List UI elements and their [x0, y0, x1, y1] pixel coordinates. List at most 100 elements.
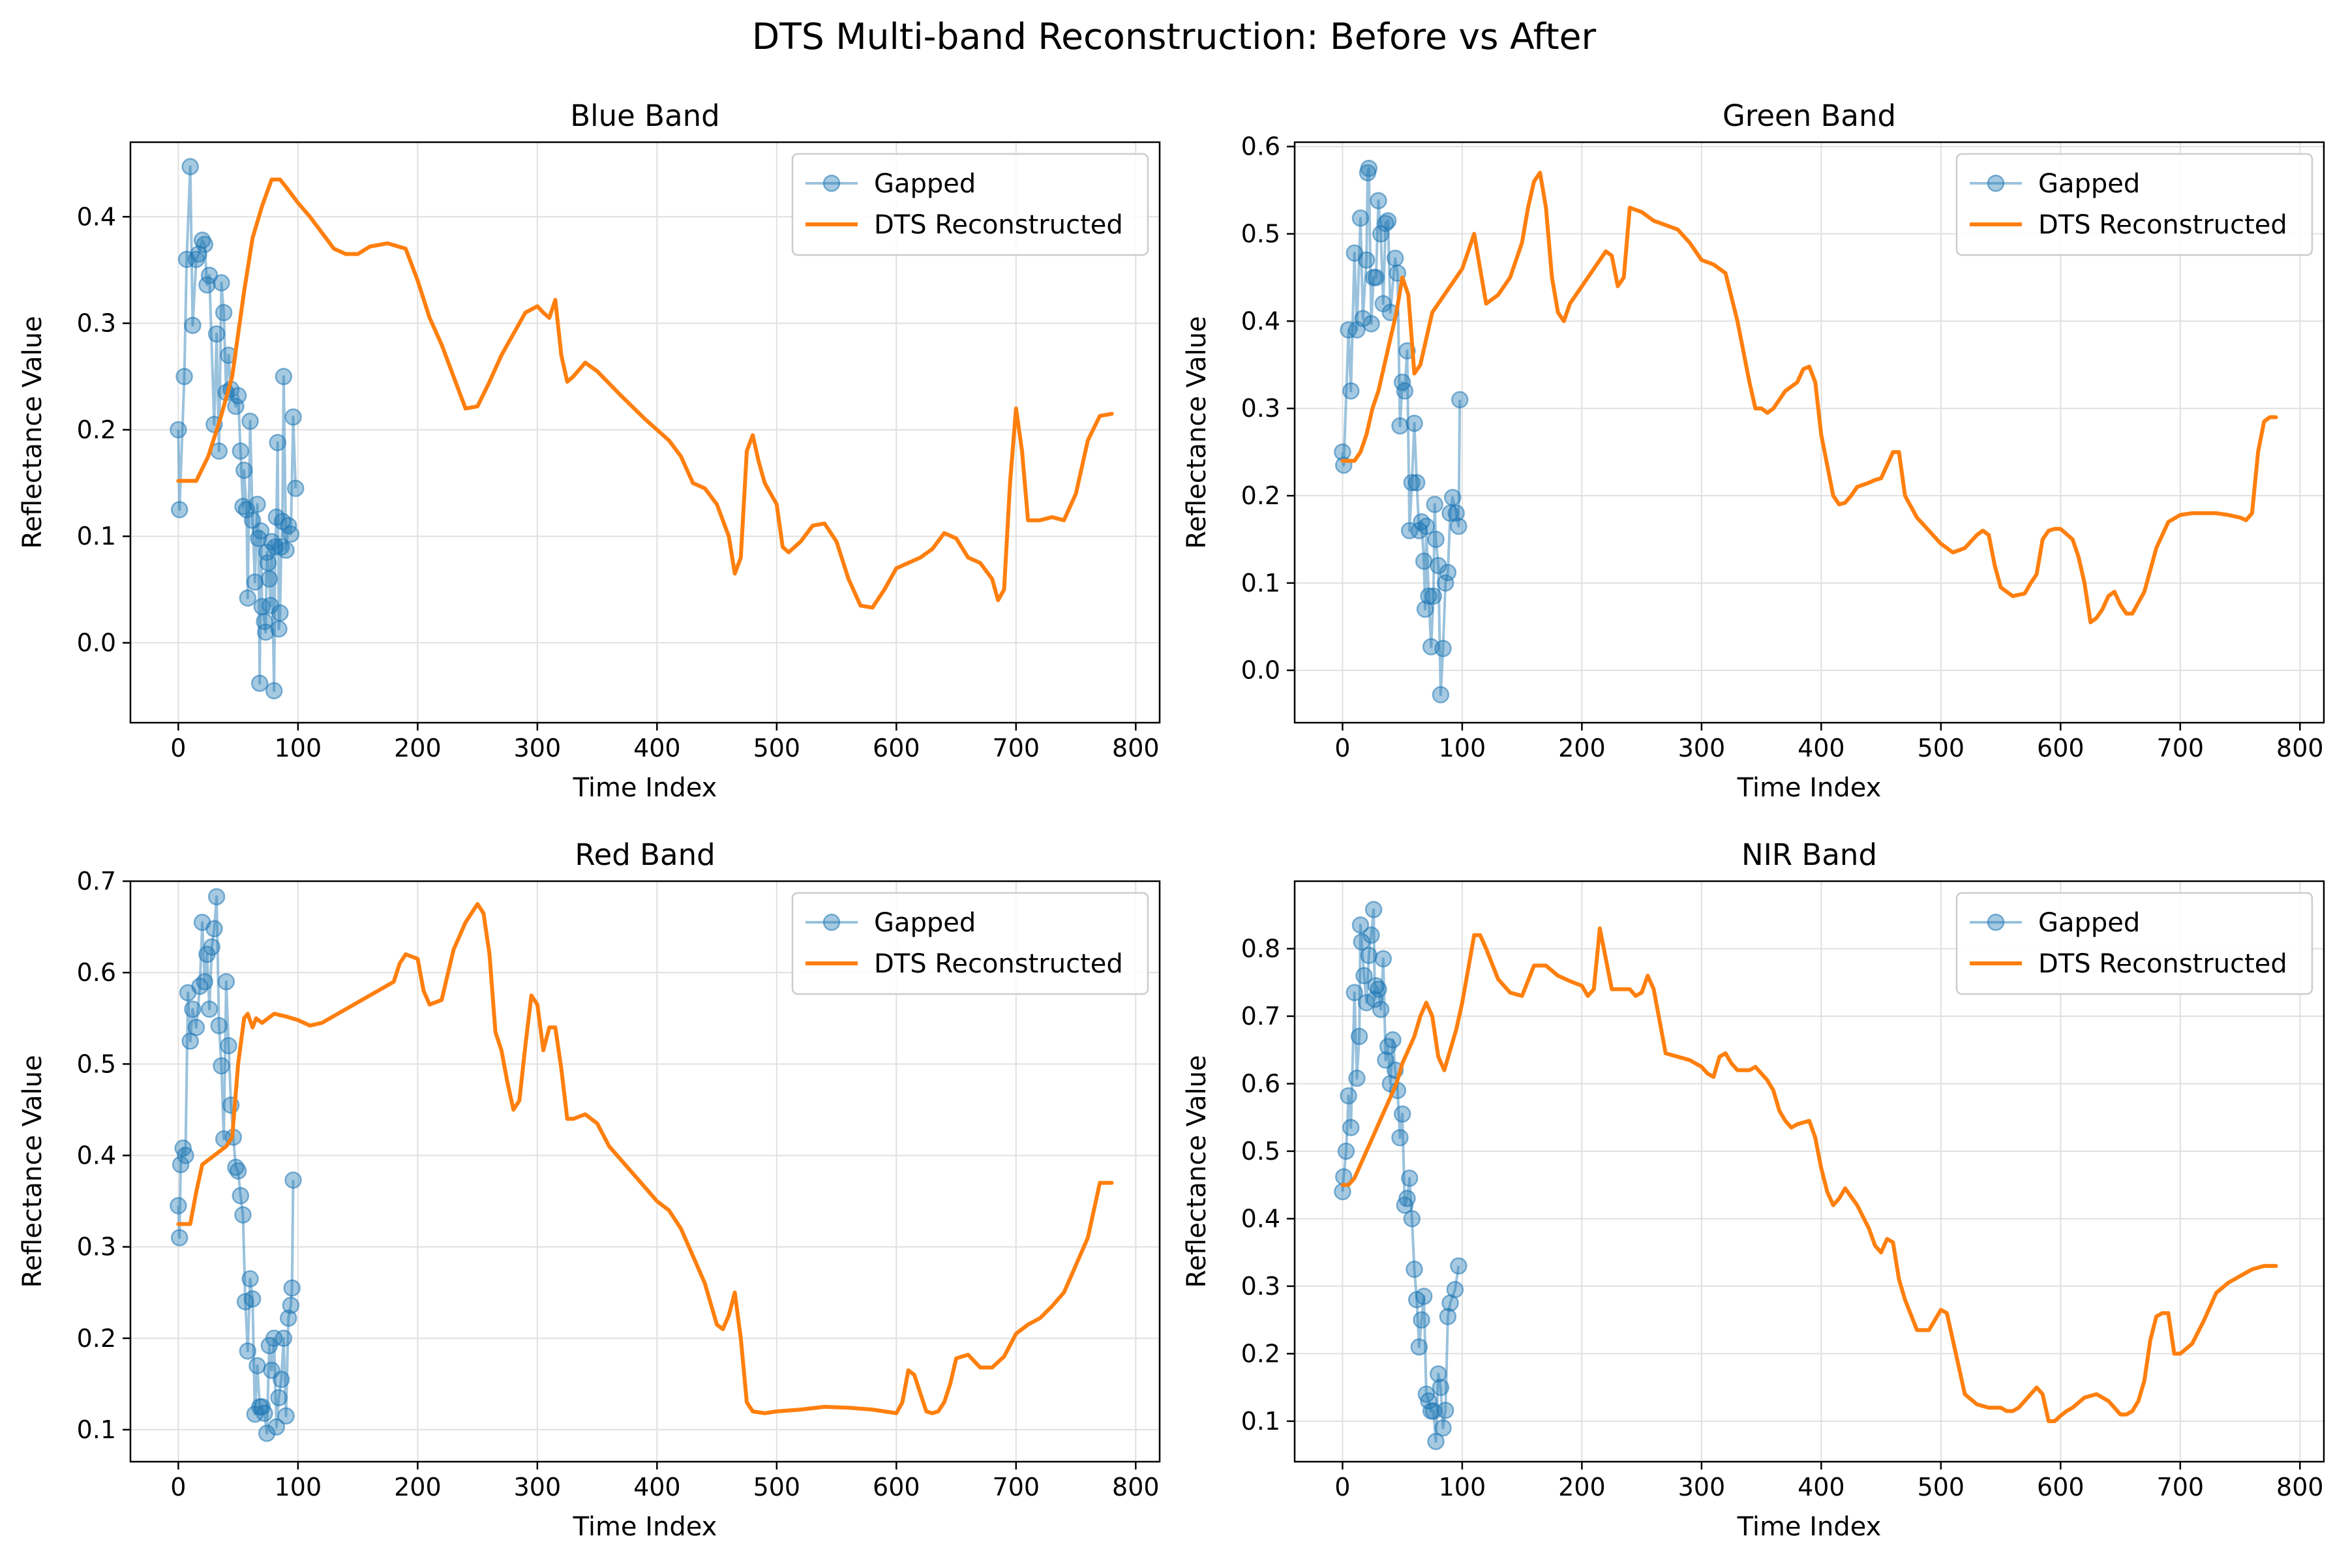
- y-axis-label: Reflectance Value: [18, 316, 48, 549]
- y-axis-label: Reflectance Value: [1182, 1055, 1212, 1288]
- y-tick-label: 0.3: [77, 1233, 116, 1261]
- data-point-gapped: [239, 589, 257, 607]
- data-point-gapped: [277, 1407, 295, 1425]
- y-tick-label: 0.2: [1241, 1339, 1280, 1368]
- x-tick-label: 800: [2276, 734, 2324, 762]
- plot-frame: [1293, 880, 2325, 1463]
- chart-title: Red Band: [575, 837, 715, 872]
- data-point-gapped: [213, 274, 230, 292]
- y-tick-label: 0.5: [1241, 220, 1280, 249]
- x-tick-label: 300: [1678, 734, 1726, 762]
- x-axis-label: Time Index: [1737, 1512, 1882, 1542]
- data-point-gapped: [269, 434, 286, 451]
- data-point-gapped: [1370, 192, 1387, 209]
- data-point-gapped: [1370, 980, 1387, 998]
- data-point-gapped: [1396, 382, 1414, 400]
- data-point-gapped: [282, 525, 300, 543]
- data-point-gapped: [1342, 1119, 1360, 1136]
- data-point-gapped: [258, 1425, 276, 1442]
- y-tick-label: 0.5: [1241, 1137, 1280, 1166]
- data-point-gapped: [279, 1309, 297, 1327]
- data-point-gapped: [232, 1186, 250, 1205]
- x-tick-label: 700: [993, 734, 1040, 762]
- data-point-gapped: [220, 1037, 237, 1055]
- x-tick-label: 200: [1558, 734, 1606, 762]
- data-point-gapped: [184, 316, 202, 335]
- data-point-gapped: [1415, 1288, 1433, 1305]
- data-point-gapped: [282, 1297, 300, 1314]
- data-point-gapped: [205, 920, 223, 938]
- y-tick-label: 0.1: [77, 522, 116, 550]
- legend-label: Gapped: [2038, 169, 2140, 199]
- x-tick-label: 600: [2037, 1473, 2085, 1501]
- data-point-gapped: [266, 538, 284, 556]
- data-point-gapped: [252, 522, 270, 540]
- data-point-gapped: [283, 1279, 301, 1297]
- data-point-gapped: [1427, 530, 1445, 549]
- y-tick-label: 0.6: [1241, 1069, 1280, 1098]
- x-tick-label: 0: [1334, 1473, 1350, 1501]
- data-point-gapped: [234, 1206, 252, 1224]
- y-tick-label: 0.4: [77, 202, 116, 231]
- legend-swatch-gapped-marker: [1987, 174, 2005, 192]
- y-axis-label: Reflectance Value: [1182, 316, 1212, 549]
- data-point-gapped: [243, 1290, 262, 1308]
- y-tick-label: 0.7: [1241, 1002, 1280, 1031]
- plot-area: [170, 888, 1114, 1442]
- legend-label: DTS Reconstructed: [874, 949, 1123, 979]
- y-tick-label: 0.1: [1241, 569, 1280, 597]
- data-point-gapped: [215, 304, 233, 322]
- data-point-gapped: [246, 573, 264, 591]
- data-point-gapped: [1379, 212, 1397, 230]
- data-point-gapped: [1415, 552, 1433, 570]
- data-point-gapped: [1367, 269, 1385, 286]
- y-tick-label: 0.3: [1241, 1272, 1280, 1301]
- plot-area: [1334, 901, 2278, 1451]
- x-tick-label: 800: [1112, 1473, 1160, 1501]
- data-point-gapped: [1360, 159, 1378, 177]
- data-point-gapped: [1416, 600, 1434, 618]
- legend-label: DTS Reconstructed: [2038, 210, 2287, 240]
- x-tick-label: 700: [2157, 734, 2205, 762]
- x-axis-label: Time Index: [573, 773, 717, 803]
- data-point-gapped: [248, 495, 266, 513]
- data-point-gapped: [241, 412, 259, 430]
- y-tick-label: 0.5: [77, 1049, 116, 1078]
- x-tick-label: 200: [394, 734, 442, 762]
- data-point-gapped: [267, 1418, 286, 1436]
- y-tick-label: 0.2: [1241, 481, 1280, 510]
- x-tick-label: 600: [873, 1473, 920, 1501]
- legend-box: [791, 153, 1149, 256]
- data-point-gapped: [1434, 639, 1452, 657]
- data-point-gapped: [286, 479, 305, 497]
- data-point-gapped: [275, 1329, 293, 1348]
- data-point-gapped: [1342, 382, 1360, 400]
- data-point-gapped: [277, 541, 295, 559]
- data-point-gapped: [203, 938, 221, 956]
- x-tick-label: 300: [514, 734, 562, 762]
- data-point-gapped: [1353, 933, 1371, 951]
- y-axis-label: Reflectance Value: [18, 1055, 48, 1288]
- data-point-gapped: [275, 368, 293, 385]
- legend: Gapped DTS Reconstructed: [1955, 892, 2313, 995]
- data-point-gapped: [1351, 916, 1370, 934]
- x-tick-label: 500: [753, 734, 801, 762]
- series-line-dts-reconstructed: [1340, 170, 2278, 625]
- data-point-gapped: [239, 1342, 257, 1360]
- x-tick-label: 200: [1558, 1473, 1606, 1501]
- data-point-gapped: [1350, 1027, 1368, 1046]
- x-tick-label: 0: [1334, 734, 1350, 762]
- data-point-gapped: [284, 408, 302, 426]
- plot-frame: [1293, 141, 2325, 724]
- y-tick-label: 0.4: [1241, 1204, 1280, 1233]
- y-tick-label: 0.1: [77, 1415, 116, 1444]
- x-tick-label: 400: [633, 734, 681, 762]
- data-point-gapped: [177, 1147, 194, 1164]
- y-tick-label: 0.0: [77, 629, 116, 657]
- x-axis-label: Time Index: [573, 1512, 717, 1542]
- data-point-gapped: [1348, 1069, 1366, 1087]
- legend: Gapped DTS Reconstructed: [791, 892, 1149, 995]
- chart-title: NIR Band: [1741, 837, 1877, 872]
- data-point-gapped: [248, 1357, 266, 1375]
